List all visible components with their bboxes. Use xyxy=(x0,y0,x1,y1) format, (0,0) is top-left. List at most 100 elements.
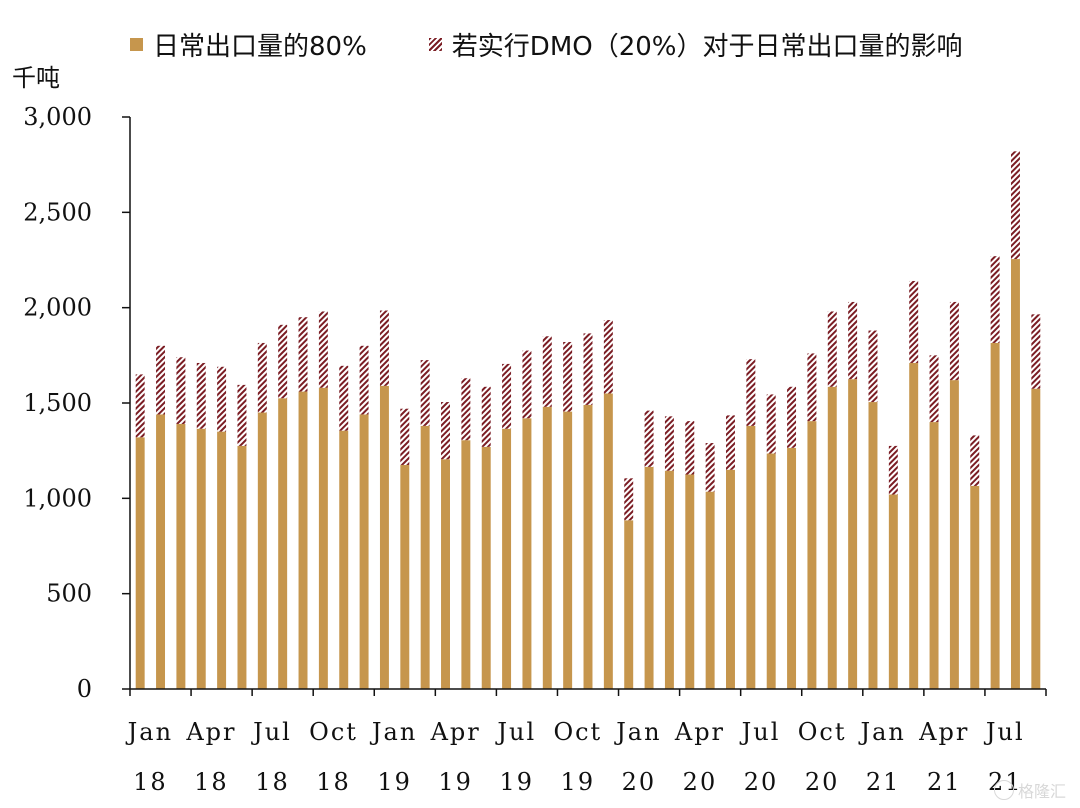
x-tick-label-month: Jan xyxy=(125,718,173,746)
bar-80pct xyxy=(542,406,552,689)
bar-80pct xyxy=(949,380,959,689)
bar-dmo-impact xyxy=(970,435,980,486)
x-tick-label-month: Jan xyxy=(857,718,905,746)
x-tick-label-year: 19 xyxy=(377,768,412,796)
bar-80pct xyxy=(848,379,858,689)
x-tick-label-month: Apr xyxy=(674,718,725,746)
x-tick-label-year: 20 xyxy=(622,768,657,796)
x-tick-label-year: 21 xyxy=(927,768,962,796)
x-axis: Jan 18 Apr 18 Jul 18 Oct 18 Jan 19 Apr 19 Jul 19 Oct 19… xyxy=(125,688,1047,796)
bar-dmo-impact xyxy=(664,416,674,471)
x-tick-label-month: Oct xyxy=(798,718,847,746)
y-unit-label: 千吨 xyxy=(12,64,60,92)
bar-dmo-impact xyxy=(888,445,898,495)
bar-dmo-impact xyxy=(827,311,837,387)
y-tick-label: 0 xyxy=(77,675,92,703)
bar-80pct xyxy=(929,422,939,689)
bar-dmo-impact xyxy=(1010,151,1020,260)
bar-80pct xyxy=(726,469,735,689)
bar-80pct xyxy=(400,464,410,689)
bar-80pct xyxy=(1031,388,1041,689)
bar-80pct xyxy=(705,491,715,689)
bar-dmo-impact xyxy=(379,310,389,386)
bar-80pct xyxy=(257,412,267,689)
bar-80pct xyxy=(420,425,430,689)
bar-80pct xyxy=(156,414,166,689)
legend-label-80pct: 日常出口量的80% xyxy=(153,32,367,62)
bar-80pct xyxy=(970,485,980,689)
bar-dmo-impact xyxy=(868,330,878,403)
gelonghui-logo-icon xyxy=(993,780,1014,800)
bar-dmo-impact xyxy=(949,301,959,381)
bar-80pct xyxy=(461,440,471,689)
bar-dmo-impact xyxy=(807,353,817,422)
bar-80pct xyxy=(379,385,389,689)
x-tick-label-month: Jul xyxy=(983,718,1025,746)
bar-80pct xyxy=(176,423,186,689)
bar-dmo-impact xyxy=(685,421,695,475)
bar-80pct xyxy=(685,474,695,689)
bar-dmo-impact xyxy=(156,345,166,415)
y-tick-label: 3,000 xyxy=(23,103,92,131)
x-tick-label-month: Apr xyxy=(430,718,481,746)
x-tick-label-year: 18 xyxy=(133,768,168,796)
bar-dmo-impact xyxy=(563,341,573,412)
y-tick-label: 2,500 xyxy=(23,198,92,226)
bar-80pct xyxy=(827,386,837,689)
bar-80pct xyxy=(481,446,491,689)
bar-80pct xyxy=(359,414,369,689)
watermark-text: 格隆汇 xyxy=(1017,782,1066,801)
bar-80pct xyxy=(807,421,817,689)
y-axis: 0 500 1,000 1,500 2,000 2,500 3,000 xyxy=(23,103,131,703)
x-tick-label-year: 19 xyxy=(561,768,596,796)
x-tick-label-year: 20 xyxy=(683,768,718,796)
x-tick-label-month: Oct xyxy=(309,718,358,746)
bar-dmo-impact xyxy=(420,360,430,426)
bar-dmo-impact xyxy=(359,345,369,415)
bar-80pct xyxy=(664,470,674,689)
bar-80pct xyxy=(909,362,919,689)
bar-dmo-impact xyxy=(441,402,450,460)
bar-80pct xyxy=(237,445,247,689)
bar-80pct xyxy=(217,431,227,689)
x-tick-label-year: 20 xyxy=(805,768,840,796)
bar-dmo-impact xyxy=(624,478,634,521)
bar-dmo-impact xyxy=(787,386,797,448)
bar-dmo-impact xyxy=(502,363,512,429)
bar-dmo-impact xyxy=(726,415,735,470)
bar-dmo-impact xyxy=(318,311,328,388)
x-tick-label-month: Oct xyxy=(553,718,602,746)
bar-80pct xyxy=(766,453,776,689)
bar-80pct xyxy=(441,459,450,689)
x-tick-label-month: Apr xyxy=(918,718,969,746)
bar-80pct xyxy=(746,425,756,689)
y-tick-label: 1,500 xyxy=(23,389,92,417)
bar-dmo-impact xyxy=(217,366,227,432)
x-tick-label-year: 19 xyxy=(438,768,473,796)
x-tick-label-month: Jul xyxy=(250,718,292,746)
bar-dmo-impact xyxy=(522,350,532,419)
bar-80pct xyxy=(787,447,797,689)
x-tick-label-year: 18 xyxy=(316,768,351,796)
x-tick-label-year: 18 xyxy=(194,768,229,796)
bar-80pct xyxy=(278,398,288,689)
bar-80pct xyxy=(603,393,613,689)
x-tick-label-month: Apr xyxy=(185,718,236,746)
bar-80pct xyxy=(318,387,328,689)
x-tick-label-year: 19 xyxy=(499,768,534,796)
bar-dmo-impact xyxy=(196,362,206,429)
bar-80pct xyxy=(888,494,898,689)
legend-item-dmo: 若实行DMO（20%）对于日常出口量的影响 xyxy=(428,26,963,63)
bar-80pct xyxy=(339,430,349,689)
bar-80pct xyxy=(624,520,634,689)
legend-swatch-hatch xyxy=(428,38,442,51)
bar-dmo-impact xyxy=(135,374,145,438)
x-tick-label-year: 20 xyxy=(744,768,779,796)
bar-dmo-impact xyxy=(603,320,613,394)
bar-80pct xyxy=(522,418,532,689)
bar-dmo-impact xyxy=(542,336,552,407)
bar-80pct xyxy=(1010,259,1020,689)
bar-dmo-impact xyxy=(746,359,756,426)
bar-dmo-impact xyxy=(298,317,308,392)
bar-dmo-impact xyxy=(257,342,267,413)
